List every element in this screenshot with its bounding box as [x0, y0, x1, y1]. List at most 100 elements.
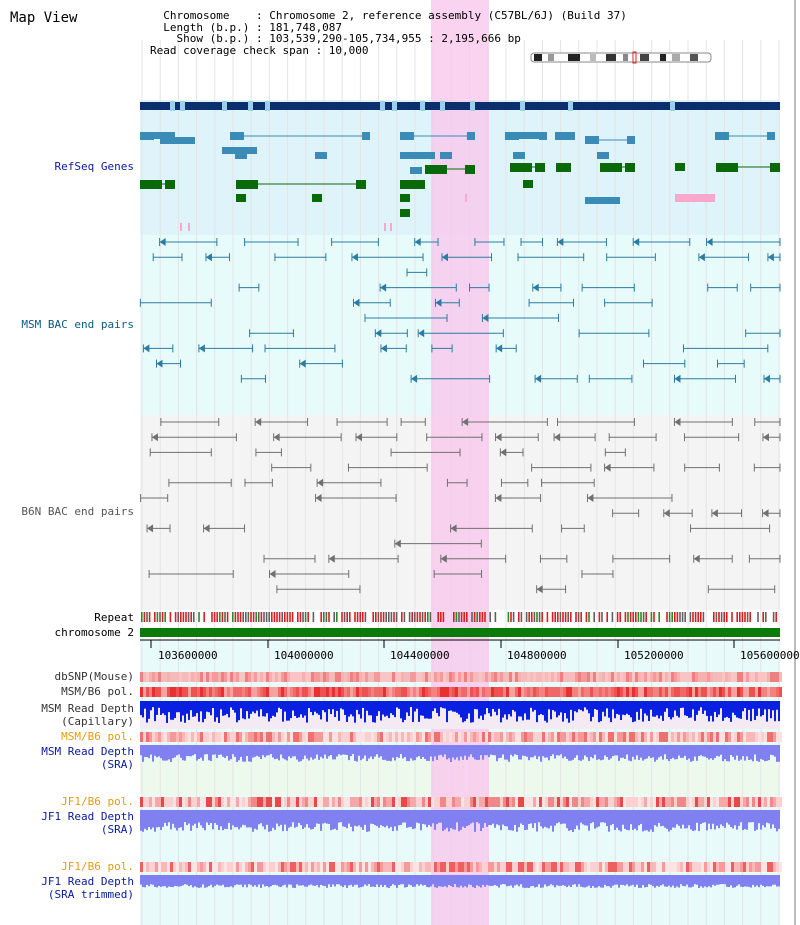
gene-feature-pink [465, 194, 467, 202]
jf1-trimmed-depth-bar [340, 875, 342, 886]
msm-sra-depth-bar [176, 745, 178, 756]
msm-b6-pol-cell [434, 687, 437, 697]
jf1-b6-pol2-cell [617, 862, 620, 872]
msm-b6-pol-sra-cell [608, 732, 611, 742]
msm-sra-depth-bar [596, 745, 598, 760]
jf1-sra-depth-bar [564, 810, 566, 824]
jf1-sra-depth-bar [632, 810, 634, 830]
dbsnp-cell [416, 672, 419, 682]
jf1-sra-depth-bar [194, 810, 196, 824]
msm-capillary-depth-bar [416, 701, 418, 709]
jf1-sra-depth-bar [598, 810, 600, 827]
jf1-b6-pol-cell [143, 797, 146, 807]
jf1-trimmed-depth-bar [578, 875, 580, 885]
track-label-repeat[interactable]: Repeat [94, 611, 134, 624]
track-label-msm-read-capillary[interactable]: MSM Read Depth (Capillary) [0, 702, 134, 728]
repeat-element [606, 612, 608, 622]
repeat-element [414, 612, 416, 622]
track-label-msm-bac[interactable]: MSM BAC end pairs [21, 318, 134, 331]
track-label-msm-read-sra[interactable]: MSM Read Depth (SRA) [0, 745, 134, 771]
track-label-dbsnp[interactable]: dbSNP(Mouse) [54, 670, 134, 683]
jf1-b6-pol-cell [215, 797, 218, 807]
jf1-sra-depth-bar [246, 810, 248, 828]
gene-feature-pink [675, 194, 715, 202]
jf1-sra-depth-bar [344, 810, 346, 827]
dbsnp-cell [218, 672, 221, 682]
msm-sra-depth-bar [408, 745, 410, 762]
track-label-jf1-read-sra[interactable]: JF1 Read Depth (SRA) [0, 810, 134, 836]
track-label-refseq-genes[interactable]: RefSeq Genes [54, 160, 134, 173]
msm-sra-depth-bar [410, 745, 412, 759]
repeat-element [627, 612, 629, 622]
msm-b6-pol-sra-cell [245, 732, 248, 742]
msm-b6-pol-cell [380, 687, 383, 697]
msm-b6-pol-cell [350, 687, 353, 697]
msm-read-capillary-line1: MSM Read Depth [41, 702, 134, 715]
msm-capillary-depth-bar [326, 701, 328, 722]
gene-exon-gap [520, 101, 525, 111]
msm-capillary-depth-bar [714, 701, 716, 712]
jf1-b6-pol-cell [392, 797, 395, 807]
msm-capillary-depth-bar [346, 701, 348, 722]
b6n-bac-pair-arrow [495, 433, 502, 442]
jf1-trimmed-depth-bar [534, 875, 536, 888]
msm-capillary-depth-bar [306, 701, 308, 723]
msm-bac-pair-arrow [380, 344, 387, 353]
msm-capillary-depth-bar [200, 701, 202, 712]
msm-b6-pol-cell [227, 687, 230, 697]
jf1-sra-depth-bar [750, 810, 752, 823]
msm-sra-depth-bar [446, 745, 448, 760]
dbsnp-cell [326, 672, 329, 682]
gene-exon [505, 132, 519, 140]
msm-capillary-depth-bar [204, 701, 206, 719]
jf1-sra-depth-bar [682, 810, 684, 825]
msm-b6-pol-sra-cell [722, 732, 725, 742]
jf1-b6-pol-cell [725, 797, 728, 807]
msm-b6-pol-cell [167, 687, 170, 697]
msm-sra-depth-bar [198, 745, 200, 760]
dbsnp-cell [596, 672, 599, 682]
jf1-b6-pol2-cell [467, 862, 470, 872]
msm-b6-pol-sra-cell [461, 732, 464, 742]
track-label-chromosome[interactable]: chromosome 2 [54, 626, 134, 639]
track-label-b6n-bac[interactable]: B6N BAC end pairs [21, 505, 134, 518]
msm-b6-pol-sra-cell [416, 732, 419, 742]
jf1-b6-pol2-cell [569, 862, 572, 872]
msm-capillary-depth-bar [164, 701, 166, 716]
b6n-bac-pair-arrow [674, 418, 681, 426]
jf1-b6-pol2-cell [758, 862, 761, 872]
jf1-sra-depth-bar [386, 810, 388, 826]
msm-b6-pol-sra-cell [347, 732, 350, 742]
msm-b6-pol-cell [503, 687, 506, 697]
jf1-sra-depth-bar [234, 810, 236, 828]
track-label-msm-b6-pol-sra[interactable]: MSM/B6 pol. [61, 730, 134, 743]
track-label-msm-b6-pol[interactable]: MSM/B6 pol. [61, 685, 134, 698]
jf1-sra-depth-bar [686, 810, 688, 829]
msm-b6-pol-cell [629, 687, 632, 697]
msm-b6-pol-cell [464, 687, 467, 697]
dbsnp-cell [377, 672, 380, 682]
msm-capillary-depth-bar [544, 701, 546, 721]
repeat-element [489, 612, 491, 622]
msm-capillary-depth-bar [166, 701, 168, 723]
jf1-trimmed-depth-bar [412, 875, 414, 887]
page-title: Map View [10, 10, 78, 26]
msm-capillary-depth-bar [174, 701, 176, 719]
msm-capillary-depth-bar [184, 701, 186, 723]
repeat-element [232, 612, 234, 622]
msm-b6-pol-cell [398, 687, 401, 697]
track-label-jf1-b6-pol[interactable]: JF1/B6 pol. [61, 795, 134, 808]
track-label-jf1-b6-pol-2[interactable]: JF1/B6 pol. [61, 860, 134, 873]
b6n-bac-pair-arrow [762, 433, 769, 442]
jf1-sra-depth-bar [272, 810, 274, 828]
msm-sra-depth-bar [232, 745, 234, 755]
jf1-trimmed-depth-bar [186, 875, 188, 885]
msm-capillary-depth-bar [550, 701, 552, 720]
msm-b6-pol-sra-cell [479, 732, 482, 742]
msm-sra-depth-bar [622, 745, 624, 758]
track-label-jf1-read-trimmed[interactable]: JF1 Read Depth (SRA trimmed) [0, 875, 134, 901]
msm-b6-pol-cell [374, 687, 377, 697]
msm-sra-depth-bar [598, 745, 600, 760]
msm-b6-pol-sra-cell [170, 732, 173, 742]
